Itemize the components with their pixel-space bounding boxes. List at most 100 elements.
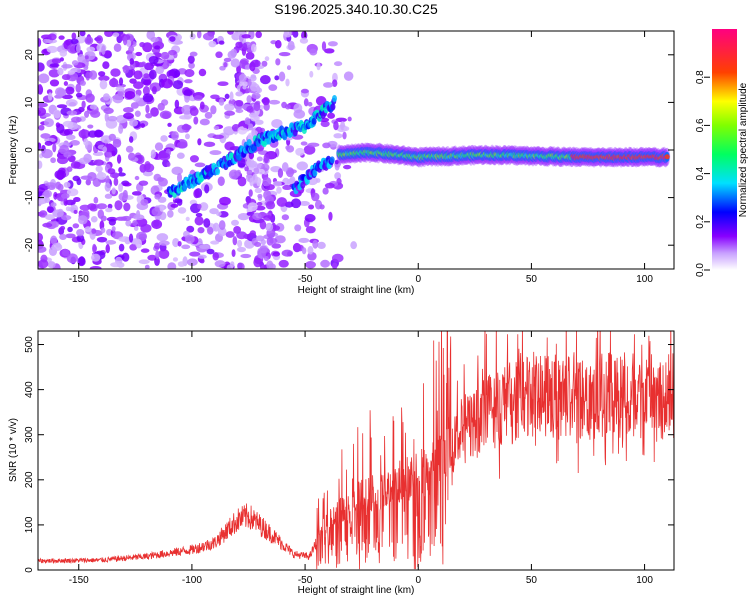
heatmap-cell — [98, 75, 110, 82]
heatmap-cell — [238, 73, 247, 82]
heatmap-cell — [138, 180, 149, 186]
heatmap-cell — [46, 45, 58, 53]
heatmap-cell — [129, 243, 138, 251]
heatmap-cell — [176, 172, 182, 183]
heatmap-cell — [97, 209, 105, 219]
heatmap-cell — [235, 41, 243, 49]
heatmap-cell — [111, 77, 117, 88]
heatmap-cell — [80, 80, 86, 86]
heatmap-cell — [53, 109, 61, 119]
heatmap-cell — [328, 211, 333, 221]
heatmap-cell — [92, 177, 102, 187]
heatmap-cell — [249, 230, 256, 237]
heatmap-cell — [215, 168, 221, 176]
heatmap-cell — [76, 68, 82, 74]
heatmap-cell — [286, 178, 295, 186]
heatmap-cell — [232, 236, 238, 246]
y-tick-label: -10 — [24, 190, 35, 205]
heatmap-cell — [133, 214, 145, 221]
heatmap-cell — [218, 220, 226, 231]
heatmap-cell — [248, 123, 254, 131]
heatmap-cell — [300, 88, 309, 94]
heatmap-cell — [105, 119, 118, 129]
heatmap-cell — [93, 196, 99, 204]
heatmap-cell — [172, 237, 180, 248]
heatmap-cell — [266, 260, 274, 269]
heatmap-cell — [324, 182, 335, 189]
heatmap-cell — [304, 214, 316, 223]
heatmap-cell — [38, 107, 47, 117]
heatmap-cell — [231, 219, 239, 226]
heatmap-cell — [333, 120, 339, 131]
heatmap-cell — [55, 122, 61, 128]
heatmap-cell — [174, 99, 180, 109]
heatmap-cell — [114, 200, 123, 211]
heatmap-cell — [213, 125, 220, 130]
heatmap-cell — [189, 155, 199, 163]
heatmap-cell — [246, 139, 252, 147]
heatmap-cell — [265, 222, 274, 232]
heatmap-cell — [202, 32, 215, 41]
heatmap-cell — [124, 90, 136, 100]
heatmap-cell — [65, 233, 76, 239]
heatmap-cell — [80, 175, 93, 180]
heatmap-cell — [199, 258, 205, 264]
heatmap-cell — [218, 40, 225, 45]
heatmap-cell — [331, 79, 338, 87]
heatmap-cell — [95, 165, 103, 173]
heatmap-cell — [247, 160, 258, 168]
heatmap-cell — [56, 155, 69, 165]
heatmap-cell — [236, 231, 248, 240]
heatmap-cell — [333, 61, 343, 67]
heatmap-cell — [118, 124, 124, 134]
y-tick-label: 0 — [24, 567, 35, 573]
heatmap-cell — [44, 182, 57, 187]
heatmap-cell — [235, 108, 244, 114]
heatmap-cell — [286, 145, 295, 153]
heatmap-cell — [157, 102, 165, 111]
heatmap-cell — [57, 67, 64, 76]
heatmap-cell — [132, 219, 138, 227]
heatmap-cell — [312, 169, 318, 177]
heatmap-cell — [178, 115, 191, 120]
heatmap-cell — [154, 142, 164, 151]
heatmap-cell — [172, 80, 184, 90]
heatmap-cell — [40, 133, 51, 139]
heatmap-cell — [193, 116, 199, 125]
heatmap-cell — [299, 201, 310, 207]
heatmap-cell — [105, 240, 117, 245]
heatmap-cell — [224, 141, 235, 151]
heatmap-cell — [60, 193, 70, 199]
heatmap-cell — [120, 215, 132, 221]
heatmap-cell — [84, 36, 94, 45]
heatmap-cell — [44, 118, 54, 128]
heatmap-cell — [84, 55, 89, 60]
heatmap-cell — [268, 84, 278, 91]
heatmap-cell — [282, 185, 293, 191]
heatmap-cell — [155, 250, 160, 260]
heatmap-cell — [144, 264, 150, 269]
heatmap-cell — [327, 41, 338, 47]
heatmap-cell — [66, 253, 78, 264]
heatmap-cell — [142, 170, 153, 177]
heatmap-cell — [204, 184, 210, 194]
heatmap-cell — [237, 239, 243, 248]
heatmap-cell — [172, 257, 179, 262]
heatmap-cell — [129, 119, 139, 127]
heatmap-cell — [303, 98, 309, 107]
heatmap-cell — [193, 189, 200, 199]
heatmap-cell — [247, 78, 252, 87]
heatmap-cell — [187, 55, 195, 64]
heatmap-cell — [252, 144, 258, 152]
heatmap-cell — [79, 204, 91, 211]
heatmap-cell — [185, 216, 190, 222]
heatmap-cell — [122, 182, 132, 187]
heatmap-cell — [189, 251, 201, 257]
heatmap-cell — [67, 226, 73, 233]
heatmap-cell — [305, 226, 316, 234]
heatmap-cell — [167, 122, 172, 127]
heatmap-cell — [324, 48, 335, 54]
heatmap-cell — [133, 70, 143, 80]
heatmap-cell — [327, 112, 336, 119]
heatmap-cell — [115, 86, 125, 92]
